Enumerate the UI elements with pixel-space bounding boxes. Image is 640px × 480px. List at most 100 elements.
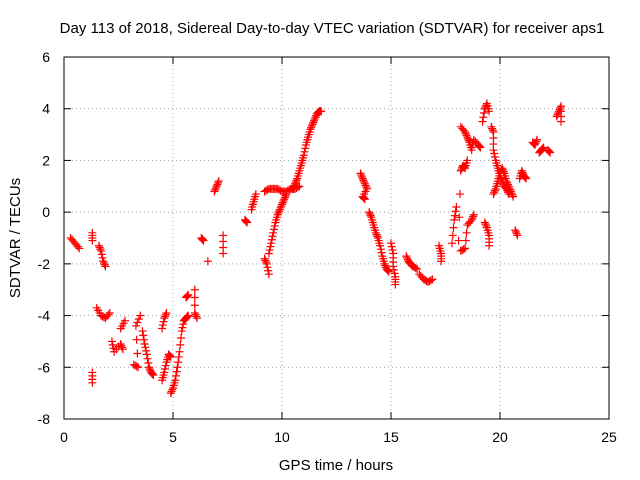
data-point [295,182,304,191]
data-point [100,260,109,269]
data-point [311,113,320,122]
data-point [94,241,103,250]
data-point [488,124,497,133]
data-point [280,193,289,202]
data-point [172,367,181,376]
data-point [469,210,478,219]
data-point [512,229,521,238]
data-point [372,230,381,239]
data-point [273,210,282,219]
data-point [143,354,152,363]
data-point [503,178,512,187]
data-point [268,232,277,241]
data-point [149,371,158,380]
data-point [184,290,193,299]
data-point [490,188,499,197]
data-point [141,343,150,352]
data-point [301,144,310,153]
data-point [437,257,446,266]
data-point [288,184,297,193]
x-tick-label: 10 [274,429,290,445]
data-point [462,228,471,237]
data-point [450,215,459,224]
data-point [192,314,201,323]
data-point [506,187,515,196]
data-point [461,127,470,136]
data-point [167,387,176,396]
data-point [356,169,365,178]
data-point [203,257,212,266]
data-point [463,133,472,142]
data-point [359,193,368,202]
data-point [557,117,566,126]
data-point [291,177,300,186]
data-point [490,152,499,161]
data-point [142,346,151,355]
data-point [508,190,517,199]
data-point [213,180,222,189]
y-tick-label: 4 [42,101,50,117]
y-tick-label: -6 [38,359,51,375]
data-point [101,262,110,271]
data-point [505,184,514,193]
data-point [482,221,491,230]
plot-frame [63,56,610,420]
data-point [182,313,191,322]
data-point [95,243,104,252]
data-point [160,368,169,377]
data-point [274,209,283,218]
data-point [190,301,199,310]
data-point [499,167,508,176]
data-point [380,259,389,268]
data-point [428,275,437,284]
data-point [485,241,494,250]
data-point [413,265,422,274]
data-point [243,218,252,227]
data-point [310,115,319,124]
data-point [158,324,167,333]
data-point [242,217,251,226]
grid [64,57,609,419]
data-point [264,266,273,275]
data-point [178,323,187,332]
data-point [145,363,154,372]
data-point [278,198,287,207]
data-point [498,164,507,173]
data-point [360,195,369,204]
data-point [507,189,516,198]
data-point [449,223,458,232]
data-point [212,182,221,191]
data-point [290,181,299,190]
data-point [317,107,326,116]
data-points [66,99,566,398]
data-point [538,144,547,153]
data-point [136,311,145,320]
data-point [461,236,470,245]
data-point [270,225,279,234]
data-point [275,205,284,214]
data-point [139,335,148,344]
data-point [175,347,184,356]
data-point [450,211,459,220]
data-point [468,214,477,223]
data-point [97,246,106,255]
data-point [307,121,316,130]
data-point [539,143,548,152]
data-point [161,365,170,374]
data-point [376,241,385,250]
data-point [299,151,308,160]
chart-title: Day 113 of 2018, Sidereal Day-to-day VTE… [60,20,605,37]
data-point [190,285,199,294]
data-point [538,145,547,154]
data-point [533,135,542,144]
data-point [262,258,271,267]
data-point [520,172,529,181]
data-point [300,147,309,156]
data-point [391,280,400,289]
data-point [264,249,273,258]
data-point [467,215,476,224]
data-point [360,177,369,186]
data-point [426,276,435,285]
data-point [174,352,183,361]
data-point [532,137,541,146]
